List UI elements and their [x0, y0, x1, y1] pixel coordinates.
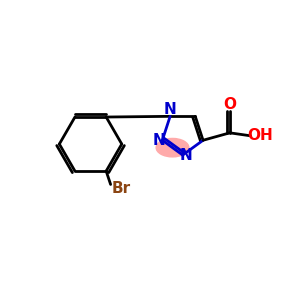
Text: O: O	[223, 97, 236, 112]
Text: OH: OH	[247, 128, 273, 143]
Text: N: N	[152, 133, 165, 148]
Ellipse shape	[156, 138, 189, 157]
Text: N: N	[164, 102, 176, 117]
Text: Br: Br	[112, 182, 130, 196]
Text: N: N	[180, 148, 193, 163]
